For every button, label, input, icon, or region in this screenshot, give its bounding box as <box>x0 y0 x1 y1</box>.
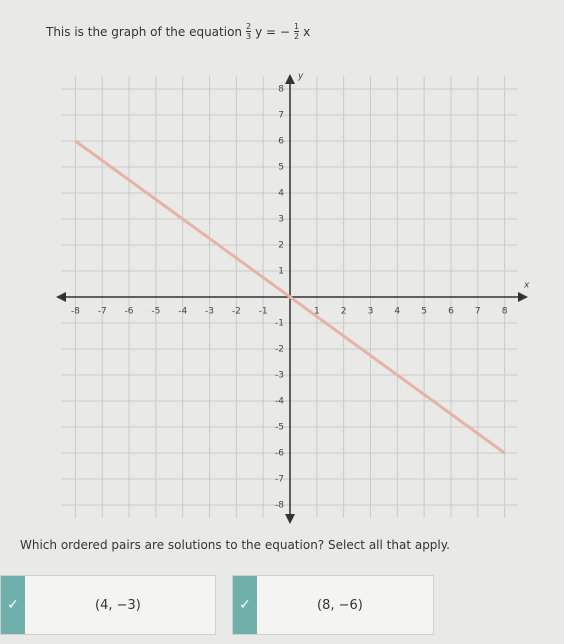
option[interactable]: ✓ (8, −6) <box>232 575 434 635</box>
x-tick-label: 7 <box>475 307 481 317</box>
y-tick-label: -7 <box>275 475 284 485</box>
num: 1 <box>293 22 300 32</box>
y-tick-label: 3 <box>278 215 284 225</box>
x-tick-label: 5 <box>421 307 427 317</box>
x-tick-label: -8 <box>71 307 80 317</box>
line <box>74 139 506 455</box>
option-label: (4, −3) <box>95 597 141 613</box>
y-axis-label: y <box>297 72 304 82</box>
den: 2 <box>293 32 300 41</box>
x-tick-label: 6 <box>448 307 454 317</box>
y-tick-label: -5 <box>275 423 284 433</box>
x-tick-label: -2 <box>232 307 241 317</box>
checkbox[interactable]: ✓ <box>1 576 25 634</box>
x-axis-label: x <box>523 281 530 291</box>
x-tick-label: 8 <box>502 307 508 317</box>
num: 2 <box>246 22 252 32</box>
option-label: (8, −6) <box>317 597 363 613</box>
x-tick-label: -4 <box>178 307 187 317</box>
y-tick-label: -8 <box>275 501 284 511</box>
y-tick-label: 8 <box>278 85 284 95</box>
x-tick-label: 2 <box>341 307 347 317</box>
den: 3 <box>246 32 252 41</box>
y-tick-label: 2 <box>278 241 284 251</box>
y-tick-label: 7 <box>278 111 284 121</box>
graph: -8 -7 -6 -5 -4 -3 -2 -1 1 2 3 4 5 6 7 8 -8 -7 -6 -5 -4 -3 -2 -1… <box>56 72 530 524</box>
header-text: This is the graph of the equation <box>46 24 243 39</box>
x-tick-label: 3 <box>368 307 374 317</box>
y-tick-label: -3 <box>275 371 284 381</box>
y-tick-label: 1 <box>278 267 284 277</box>
x-tick-label: 4 <box>394 307 400 317</box>
x-tick-label: 1 <box>314 307 320 317</box>
checkbox[interactable]: ✓ <box>233 576 257 634</box>
eq-var: x <box>303 24 311 39</box>
option[interactable]: ✓ (4, −3) <box>0 575 216 635</box>
x-tick-label: -1 <box>259 307 268 317</box>
y-tick-label: -1 <box>275 319 284 329</box>
y-tick-label: 5 <box>278 163 284 173</box>
question: Which ordered pairs are solutions to the… <box>20 538 450 552</box>
y-tick-label: 4 <box>278 189 284 199</box>
y-tick-label: -2 <box>275 345 284 355</box>
x-tick-label: -3 <box>205 307 214 317</box>
y-tick-label: -4 <box>275 397 284 407</box>
y-tick-label: 6 <box>278 137 284 147</box>
y-tick-label: -6 <box>275 449 284 459</box>
x-tick-label: -5 <box>151 307 160 317</box>
x-tick-label: -7 <box>98 307 107 317</box>
eq-mid: y = − <box>255 24 290 39</box>
x-tick-label: -6 <box>125 307 134 317</box>
